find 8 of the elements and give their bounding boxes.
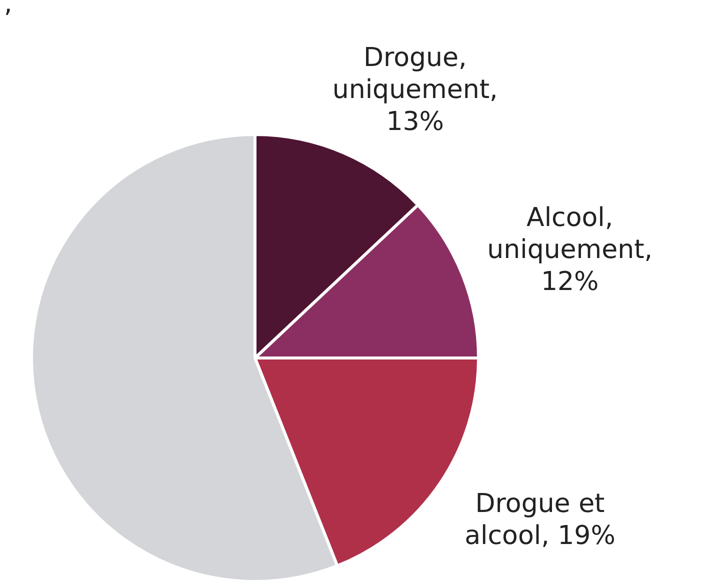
data-label: 12% — [540, 266, 599, 297]
data-label: 13% — [386, 107, 444, 138]
slice-label: Alcool, uniquement — [487, 202, 644, 265]
slice-label: Drogue et alcool, 19% — [464, 489, 616, 552]
slice-label: Drogue, uniquement — [332, 43, 490, 106]
text: , — [644, 234, 653, 265]
text: , — [490, 75, 498, 106]
text: , — [4, 0, 12, 19]
